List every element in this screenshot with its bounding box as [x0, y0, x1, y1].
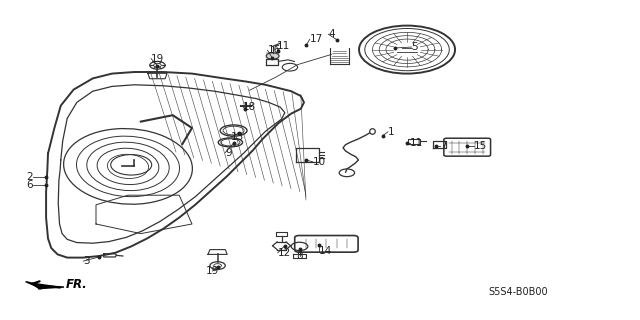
Text: 19: 19 — [151, 53, 164, 64]
Text: 8: 8 — [296, 251, 303, 261]
Polygon shape — [26, 282, 64, 289]
Text: 5: 5 — [412, 42, 418, 52]
Text: 6: 6 — [26, 180, 33, 190]
Text: 19: 19 — [206, 266, 219, 276]
Text: 3: 3 — [83, 256, 90, 266]
Text: 17: 17 — [310, 34, 323, 44]
Text: S5S4-B0B00: S5S4-B0B00 — [488, 287, 548, 297]
Text: 2: 2 — [26, 172, 33, 182]
Text: 4: 4 — [328, 29, 335, 39]
Text: 10: 10 — [313, 157, 326, 167]
Text: 18: 18 — [243, 102, 257, 112]
Text: FR.: FR. — [65, 278, 87, 291]
Text: 7: 7 — [440, 141, 447, 151]
Text: 13: 13 — [231, 132, 244, 142]
Text: 1: 1 — [388, 127, 394, 137]
Text: 9: 9 — [225, 148, 232, 158]
Text: 11: 11 — [276, 41, 290, 51]
Text: 11: 11 — [410, 138, 424, 148]
Text: 12: 12 — [278, 248, 291, 258]
Text: 15: 15 — [474, 141, 487, 151]
Text: 16: 16 — [268, 45, 281, 55]
Text: 14: 14 — [319, 246, 332, 256]
